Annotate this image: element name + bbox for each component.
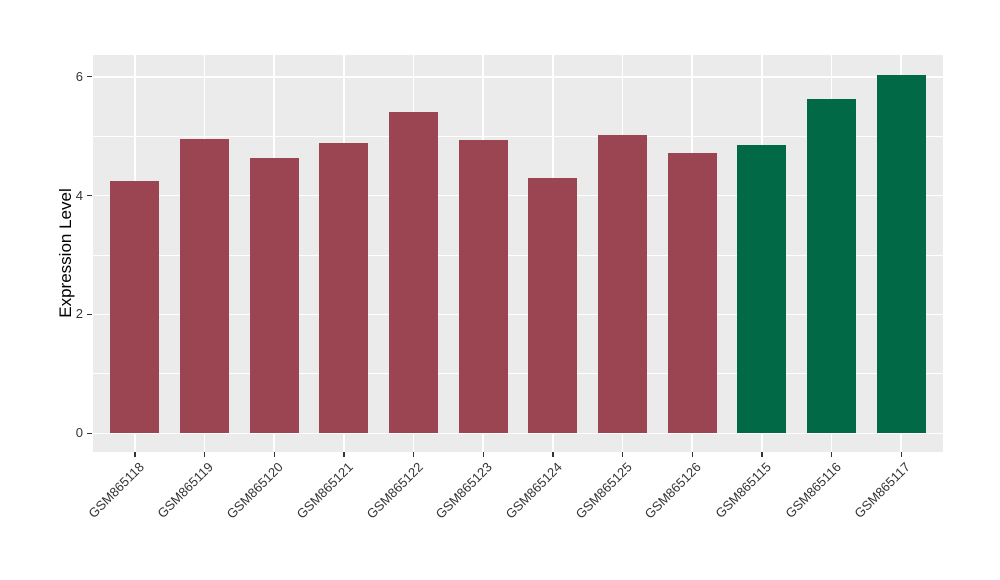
x-tick-mark-GSM865124 <box>552 452 554 457</box>
x-tick-mark-GSM865120 <box>273 452 275 457</box>
y-tick-mark-0 <box>87 432 92 434</box>
x-tick-mark-GSM865122 <box>412 452 415 457</box>
x-tick-label-GSM865118: GSM865118 <box>85 459 147 521</box>
y-tick-label-6: 6 <box>75 68 83 84</box>
major-gridline-y-6 <box>93 75 943 78</box>
bar-GSM865124 <box>528 177 578 434</box>
x-tick-label-GSM865120: GSM865120 <box>223 459 287 522</box>
x-tick-mark-GSM865116 <box>830 452 833 457</box>
x-tick-label-GSM865121: GSM865121 <box>293 459 356 522</box>
bar-GSM865123 <box>458 139 508 434</box>
bar-GSM865125 <box>598 134 647 434</box>
major-gridline-y-4 <box>93 194 943 197</box>
x-tick-mark-GSM865118 <box>134 452 136 457</box>
bar-GSM865120 <box>249 157 299 434</box>
bar-GSM865115 <box>737 145 787 434</box>
bar-GSM865121 <box>319 142 369 434</box>
bar-GSM865122 <box>388 111 438 434</box>
bar-GSM865119 <box>179 139 229 434</box>
x-tick-label-GSM865122: GSM865122 <box>363 459 426 522</box>
y-tick-label-4: 4 <box>75 187 83 203</box>
x-tick-label-GSM865115: GSM865115 <box>712 459 774 521</box>
minor-gridline-y-5 <box>93 135 943 137</box>
x-tick-label-GSM865119: GSM865119 <box>154 459 217 521</box>
bar-GSM865126 <box>667 152 717 434</box>
x-tick-mark-GSM865126 <box>691 452 693 457</box>
y-tick-mark-6 <box>87 76 92 78</box>
x-tick-label-GSM865126: GSM865126 <box>641 459 705 522</box>
bar-GSM865117 <box>876 74 926 434</box>
x-tick-mark-GSM865123 <box>482 452 484 457</box>
x-tick-label-GSM865117: GSM865117 <box>851 459 914 521</box>
x-tick-label-GSM865116: GSM865116 <box>781 459 844 521</box>
bar-GSM865118 <box>110 180 160 434</box>
x-tick-mark-GSM865119 <box>203 452 206 457</box>
y-axis-title: Expression Level <box>56 188 75 318</box>
x-tick-mark-GSM865117 <box>900 452 902 457</box>
y-tick-label-2: 2 <box>75 306 83 322</box>
major-gridline-y-0 <box>93 432 943 435</box>
y-tick-mark-4 <box>87 194 92 197</box>
y-tick-mark-2 <box>87 313 92 316</box>
plot-panel <box>93 55 943 452</box>
x-tick-label-GSM865124: GSM865124 <box>502 459 565 522</box>
y-tick-label-0: 0 <box>75 425 83 441</box>
minor-gridline-y-1 <box>93 373 943 375</box>
x-tick-label-GSM865125: GSM865125 <box>572 459 635 522</box>
bar-GSM865116 <box>807 99 857 434</box>
x-tick-mark-GSM865115 <box>761 452 763 457</box>
minor-gridline-y-3 <box>93 254 943 256</box>
x-tick-mark-GSM865121 <box>343 452 345 457</box>
x-tick-mark-GSM865125 <box>621 452 624 457</box>
major-gridline-y-2 <box>93 313 943 316</box>
x-tick-label-GSM865123: GSM865123 <box>432 459 496 522</box>
